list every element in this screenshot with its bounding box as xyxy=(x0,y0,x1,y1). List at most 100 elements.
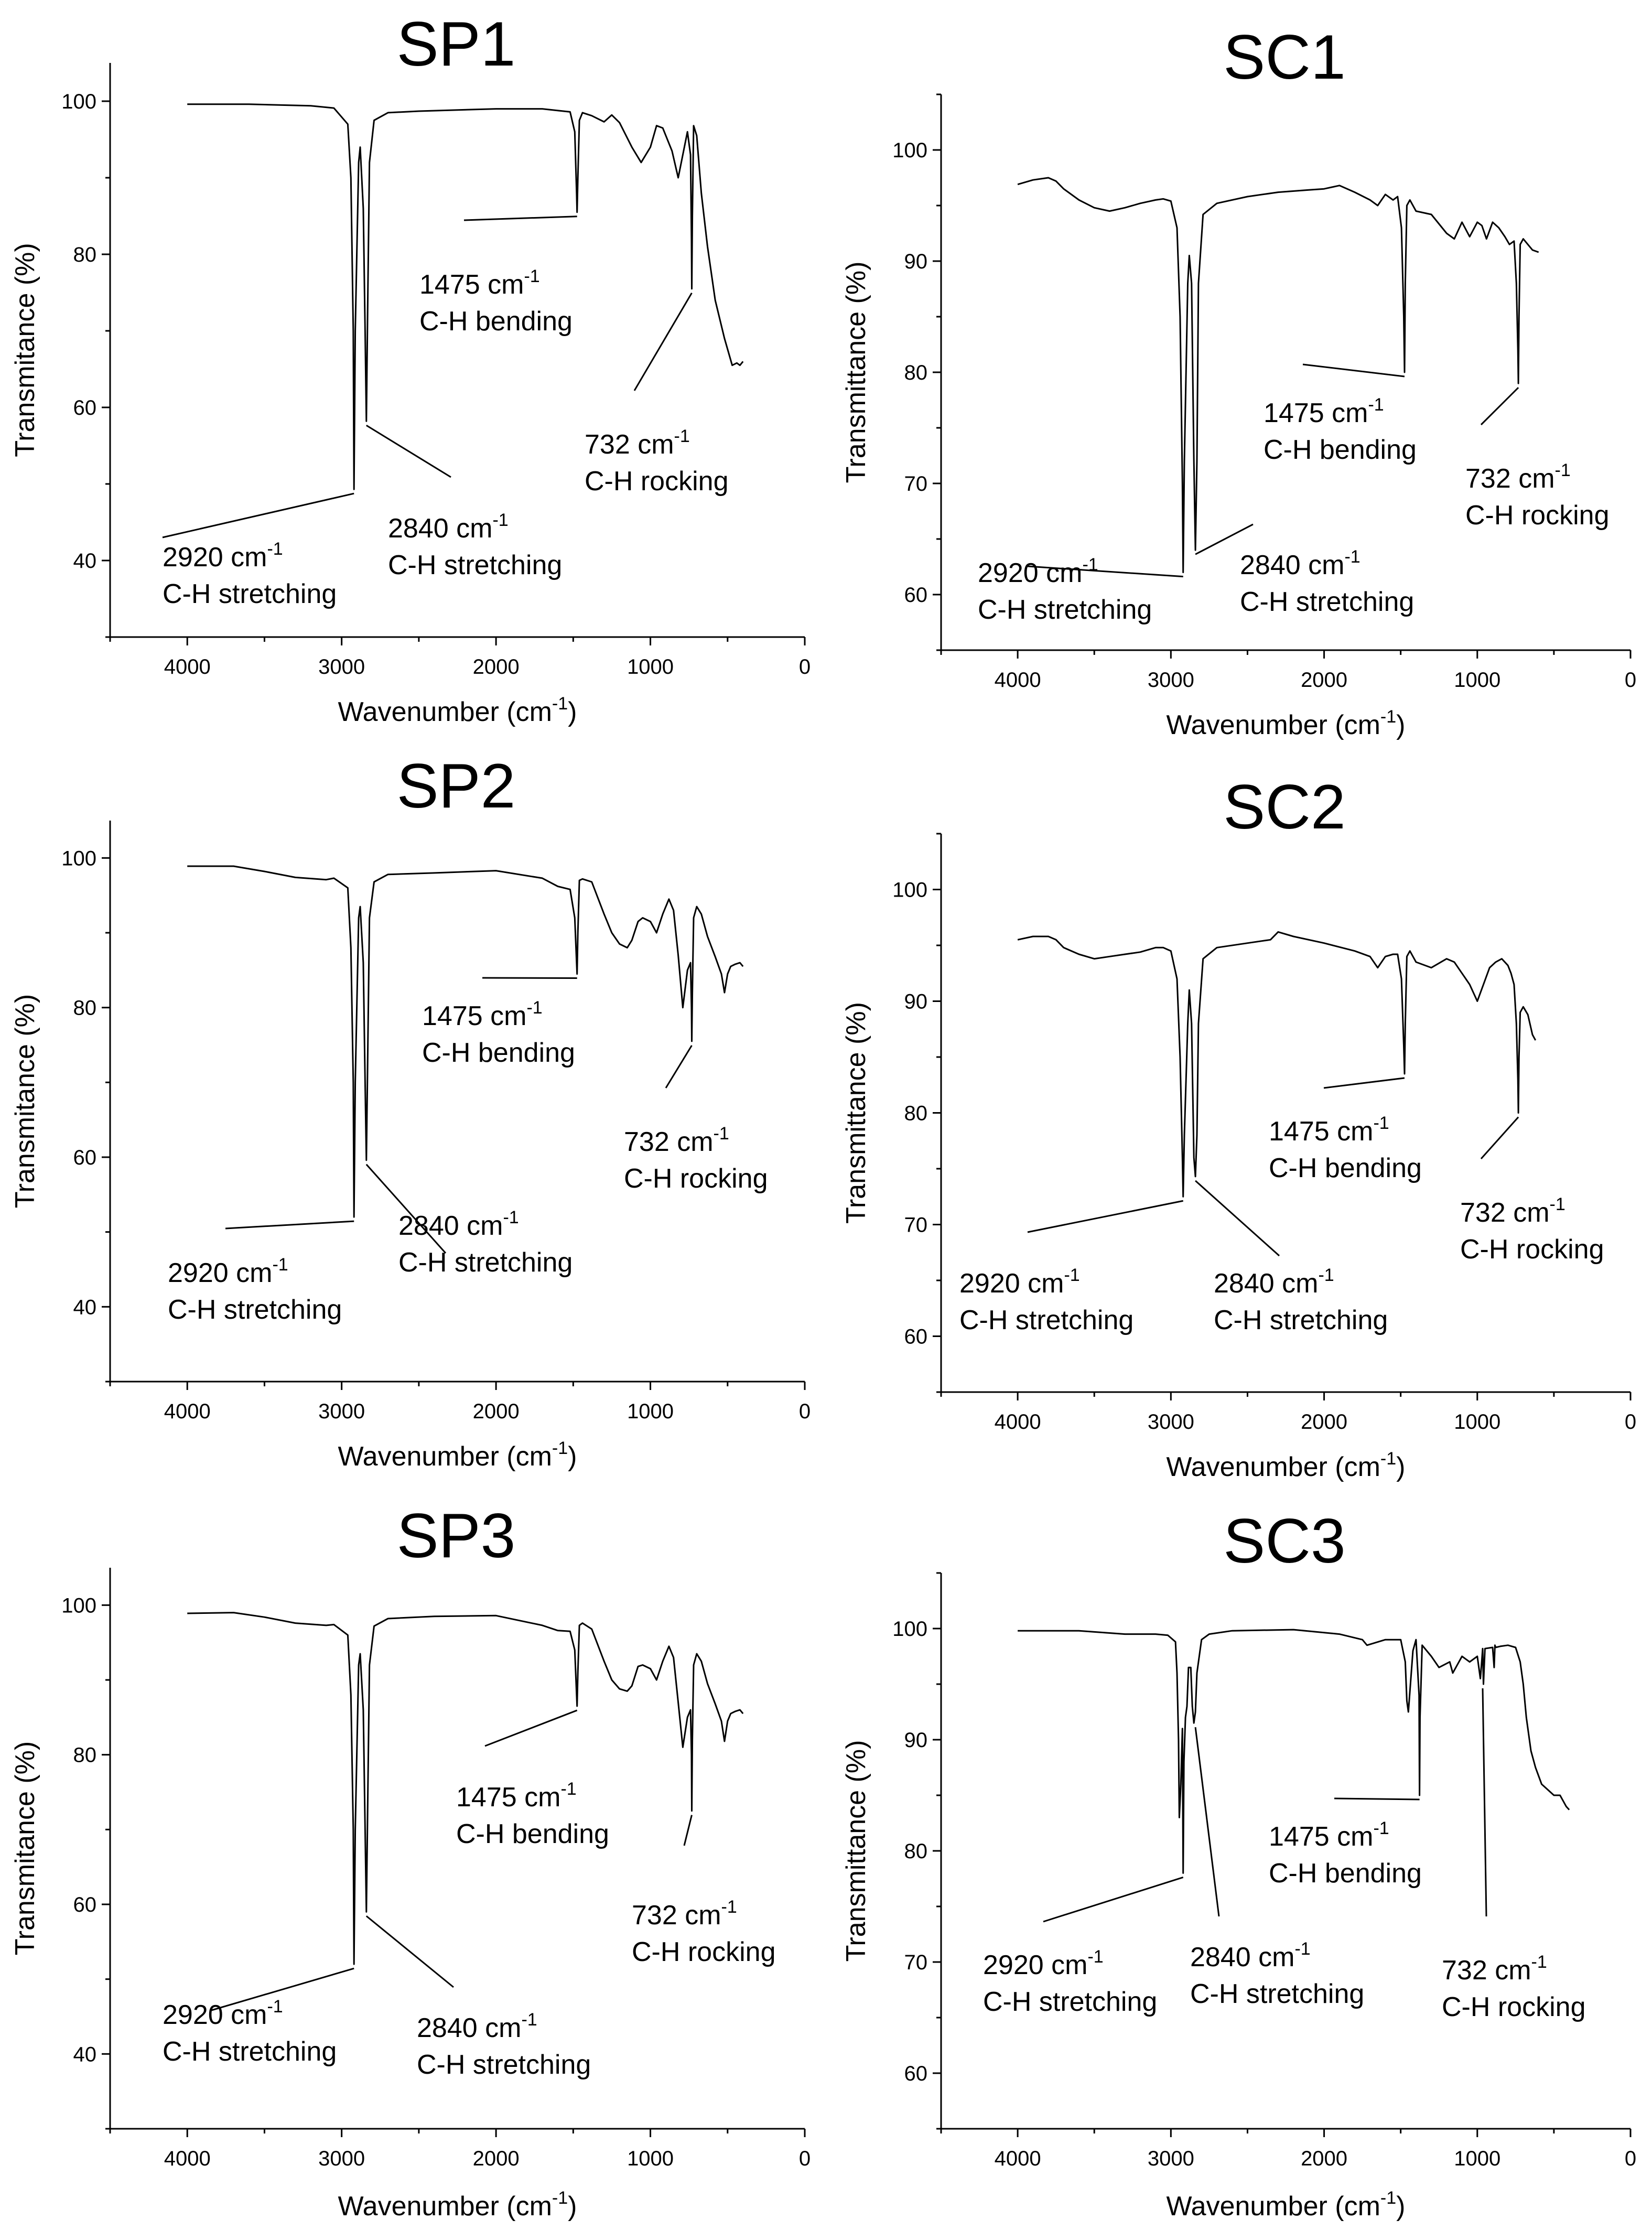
y-tick-label: 70 xyxy=(904,472,928,495)
y-tick-label: 80 xyxy=(904,361,928,384)
annotation-wavenumber-superscript: -1 xyxy=(1082,555,1098,575)
peak-annotation: 1475 cm-1 C-H bending xyxy=(422,977,577,1068)
x-axis-label: Wavenumber (cm-1) xyxy=(338,2188,577,2222)
panel-sp3: SP3 40 60 80 100 4000 3000 2000 1000 0 Wavenumber … xyxy=(10,1501,811,2222)
annotation-wavenumber-text: 1475 cm xyxy=(422,1001,526,1031)
annotation-leader-line xyxy=(463,215,577,221)
y-tick-label: 40 xyxy=(73,2043,97,2066)
y-tick-label: 60 xyxy=(73,1893,97,1916)
annotation-leader-line xyxy=(484,1709,578,1747)
annotation-wavenumber-text: 1475 cm xyxy=(419,270,524,300)
y-axis-label: Transmitance (%) xyxy=(10,1741,40,1955)
annotation-label: C-H stretching xyxy=(983,1987,1157,2017)
x-tick-label: 2000 xyxy=(473,1400,520,1423)
annotation-wavenumber-superscript: -1 xyxy=(1373,1113,1389,1133)
panel-sc1: SC1 60 70 80 90 100 4000 3000 2000 1000 0 Wavenumbe… xyxy=(841,22,1636,740)
annotation-wavenumber: 1475 cm-1 xyxy=(1269,1113,1389,1147)
panel-sp1: SP1 40 60 80 100 4000 3000 2000 1000 0 Wavenumber … xyxy=(10,9,811,727)
annotation-wavenumber-superscript: -1 xyxy=(560,1779,576,1799)
annotation-wavenumber-superscript: -1 xyxy=(1368,395,1384,415)
annotation-leader-line xyxy=(1480,387,1519,426)
x-axis-label-text: Wavenumber (cm xyxy=(1167,710,1380,740)
annotation-leader-line xyxy=(1043,1876,1184,1923)
x-axis-label-text: Wavenumber (cm xyxy=(1167,2191,1380,2222)
annotation-wavenumber: 732 cm-1 xyxy=(1442,1952,1547,1986)
annotation-label: C-H stretching xyxy=(163,2036,337,2067)
annotation-leader-line xyxy=(1195,523,1254,555)
panel-sp2: SP2 40 60 80 100 4000 3000 2000 1000 0 Wavenumber … xyxy=(10,751,811,1472)
annotation-wavenumber-text: 732 cm xyxy=(632,1900,721,1931)
annotation-label: C-H rocking xyxy=(632,1937,776,1967)
annotation-label: C-H bending xyxy=(1269,1153,1422,1183)
y-axis-label: Transmittance (%) xyxy=(841,1740,871,1962)
y-tick-label: 90 xyxy=(904,990,928,1014)
annotation-wavenumber-text: 2840 cm xyxy=(1190,1942,1294,1973)
y-tick-label: 40 xyxy=(73,549,97,573)
peak-annotation: 2840 cm-1 C-H stretching xyxy=(1190,1727,1364,2009)
x-tick-label: 4000 xyxy=(164,655,211,678)
annotation-wavenumber: 2840 cm-1 xyxy=(1240,547,1361,580)
annotation-wavenumber: 732 cm-1 xyxy=(585,426,690,460)
annotation-label: C-H stretching xyxy=(388,550,562,580)
x-axis-label-text: Wavenumber (cm xyxy=(338,1441,552,1472)
peak-annotation: 732 cm-1 C-H rocking xyxy=(585,292,729,497)
annotation-wavenumber-text: 1475 cm xyxy=(1269,1822,1373,1852)
x-axis-label-close: ) xyxy=(568,2191,577,2222)
x-tick-label: 0 xyxy=(799,2147,811,2170)
x-axis-label: Wavenumber (cm-1) xyxy=(338,1438,577,1472)
x-tick-label: 2000 xyxy=(473,2147,520,2170)
x-tick-label: 0 xyxy=(1625,2147,1636,2170)
peak-annotation: 2920 cm-1 C-H stretching xyxy=(983,1876,1184,2017)
annotation-leader-line xyxy=(1334,1797,1420,1801)
annotation-label: C-H rocking xyxy=(1442,1992,1586,2022)
x-tick-label: 4000 xyxy=(995,1410,1041,1434)
annotation-wavenumber-superscript: -1 xyxy=(524,266,539,286)
x-axis-label-close: ) xyxy=(568,697,577,727)
y-tick-label: 100 xyxy=(892,879,927,902)
y-tick-label: 90 xyxy=(904,250,928,273)
annotation-label: C-H rocking xyxy=(1460,1234,1604,1265)
peak-annotation: 2920 cm-1 C-H stretching xyxy=(978,555,1183,625)
annotation-leader-line xyxy=(365,425,451,478)
annotation-leader-line xyxy=(1480,1116,1519,1159)
annotation-wavenumber: 2920 cm-1 xyxy=(959,1265,1080,1299)
y-tick-label: 80 xyxy=(73,997,97,1020)
x-axis-label-superscript: -1 xyxy=(552,1438,568,1458)
annotation-leader-line xyxy=(683,1815,693,1846)
x-axis-label: Wavenumber (cm-1) xyxy=(338,694,577,727)
peak-annotation: 1475 cm-1 C-H bending xyxy=(1269,1797,1422,1889)
annotation-wavenumber: 1475 cm-1 xyxy=(456,1779,577,1813)
annotation-label: C-H stretching xyxy=(168,1295,342,1325)
annotation-wavenumber-superscript: -1 xyxy=(521,2010,537,2030)
x-axis-label-superscript: -1 xyxy=(1380,707,1396,727)
y-tick-label: 60 xyxy=(904,584,928,607)
y-tick-label: 60 xyxy=(73,396,97,419)
y-tick-label: 100 xyxy=(61,1594,96,1617)
annotation-wavenumber-superscript: -1 xyxy=(526,998,542,1018)
y-tick-label: 60 xyxy=(904,2062,928,2085)
annotation-label: C-H stretching xyxy=(1240,587,1414,617)
x-axis-label: Wavenumber (cm-1) xyxy=(1167,707,1406,740)
x-axis-label-superscript: -1 xyxy=(1380,1449,1396,1469)
annotation-label: C-H stretching xyxy=(398,1247,573,1278)
annotation-wavenumber: 732 cm-1 xyxy=(632,1897,737,1931)
annotation-wavenumber-text: 2920 cm xyxy=(163,542,267,573)
annotation-wavenumber: 2840 cm-1 xyxy=(388,510,509,544)
annotation-wavenumber-superscript: -1 xyxy=(1344,547,1360,567)
y-tick-label: 80 xyxy=(73,243,97,266)
peak-annotation: 732 cm-1 C-H rocking xyxy=(1460,1116,1604,1265)
annotation-wavenumber-text: 1475 cm xyxy=(1269,1116,1373,1147)
annotation-label: C-H bending xyxy=(422,1038,575,1068)
peak-annotation: 2920 cm-1 C-H stretching xyxy=(168,1220,354,1325)
y-axis-label: Transmitance (%) xyxy=(10,243,40,457)
annotation-leader-line xyxy=(365,1163,447,1254)
x-tick-label: 3000 xyxy=(1148,1410,1194,1434)
x-tick-label: 2000 xyxy=(1301,669,1347,692)
annotation-wavenumber-superscript: -1 xyxy=(1373,1818,1389,1838)
annotation-wavenumber: 2920 cm-1 xyxy=(163,1997,283,2030)
annotation-wavenumber-text: 2920 cm xyxy=(959,1268,1064,1299)
annotation-wavenumber-superscript: -1 xyxy=(1550,1194,1565,1214)
annotation-wavenumber: 2920 cm-1 xyxy=(168,1255,288,1288)
x-axis-label-superscript: -1 xyxy=(1380,2188,1396,2208)
annotation-wavenumber-text: 2840 cm xyxy=(1214,1268,1318,1299)
